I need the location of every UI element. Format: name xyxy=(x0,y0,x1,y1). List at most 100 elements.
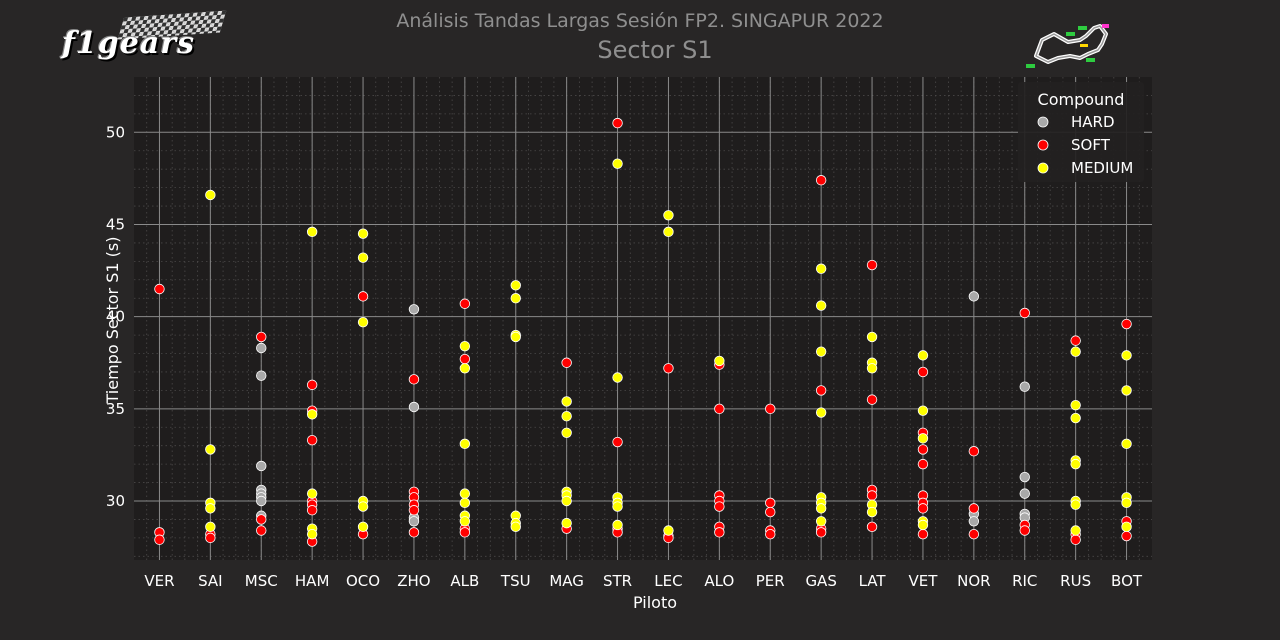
data-point-medium xyxy=(357,316,369,328)
data-point-soft xyxy=(968,528,980,540)
data-point-soft xyxy=(561,357,572,368)
plot-area xyxy=(134,77,1152,560)
y-tick-label: 50 xyxy=(106,123,125,141)
data-point-medium xyxy=(815,346,827,357)
data-point-soft xyxy=(917,503,929,514)
data-point-medium xyxy=(561,396,572,407)
data-point-soft xyxy=(917,444,929,455)
data-point-hard xyxy=(1019,471,1030,483)
data-point-soft xyxy=(765,528,776,540)
data-point-soft xyxy=(765,497,776,509)
y-tick-label: 30 xyxy=(106,492,125,510)
x-tick-label: LEC xyxy=(654,572,682,590)
data-point-soft xyxy=(714,501,725,512)
data-point-soft xyxy=(1019,525,1030,536)
x-tick-label: ALO xyxy=(704,572,734,590)
data-point-soft xyxy=(917,366,929,378)
y-axis-label: Tiempo Sector S1 (s) xyxy=(103,237,122,405)
data-point-hard xyxy=(408,304,420,315)
data-point-medium xyxy=(1121,385,1132,396)
data-point-hard xyxy=(1019,488,1030,499)
data-point-medium xyxy=(1070,412,1081,424)
x-axis-label: Piloto xyxy=(633,593,677,612)
x-tick-label: VET xyxy=(908,572,938,590)
legend-label-hard: HARD xyxy=(1071,113,1115,131)
x-tick-label: GAS xyxy=(805,572,836,590)
legend-marker-hard xyxy=(1037,116,1049,128)
data-point-hard xyxy=(408,401,420,413)
data-point-medium xyxy=(663,210,674,221)
data-point-medium xyxy=(510,280,521,291)
data-point-medium xyxy=(612,158,623,169)
data-point-medium xyxy=(1121,521,1132,533)
data-point-soft xyxy=(765,506,776,518)
data-point-hard xyxy=(408,516,420,527)
data-point-medium xyxy=(459,438,471,450)
data-point-medium xyxy=(663,226,674,238)
data-point-medium xyxy=(306,226,318,238)
data-point-medium xyxy=(459,497,471,509)
data-point-soft xyxy=(256,514,267,525)
data-point-soft xyxy=(815,385,827,396)
data-point-medium xyxy=(714,355,725,367)
legend-label-soft: SOFT xyxy=(1071,136,1111,154)
legend-marker-medium xyxy=(1037,162,1049,174)
data-point-medium xyxy=(1070,399,1081,411)
x-tick-label: ZHO xyxy=(397,572,430,590)
legend-box xyxy=(1018,82,1144,182)
data-point-medium xyxy=(1070,346,1081,357)
legend-marker-soft xyxy=(1037,139,1049,151)
data-point-medium xyxy=(612,519,623,531)
data-point-soft xyxy=(917,458,929,470)
x-tick-label: OCO xyxy=(346,572,380,590)
legend-label-medium: MEDIUM xyxy=(1071,159,1133,177)
data-point-hard xyxy=(256,342,267,354)
x-tick-label: STR xyxy=(603,572,632,590)
data-point-soft xyxy=(205,532,216,544)
x-tick-label: TSU xyxy=(500,572,531,590)
data-point-medium xyxy=(459,488,471,499)
logo-text: f1gears xyxy=(62,26,195,61)
data-point-medium xyxy=(510,331,521,343)
data-point-soft xyxy=(459,353,471,365)
data-point-medium xyxy=(612,372,623,383)
data-point-soft xyxy=(459,527,471,538)
data-point-soft xyxy=(306,434,318,446)
data-point-soft xyxy=(663,363,674,374)
chart-title: Análisis Tandas Largas Sesión FP2. SINGA… xyxy=(396,10,883,32)
data-point-hard xyxy=(968,516,980,527)
data-point-medium xyxy=(205,503,216,514)
data-point-medium xyxy=(663,525,674,536)
data-point-hard xyxy=(968,291,980,302)
data-point-medium xyxy=(357,228,369,239)
data-point-soft xyxy=(866,490,878,501)
data-point-medium xyxy=(866,363,878,374)
data-point-medium xyxy=(1121,438,1132,450)
data-point-medium xyxy=(917,433,929,444)
x-tick-label: MAG xyxy=(549,572,584,590)
data-point-soft xyxy=(1121,318,1132,330)
data-point-medium xyxy=(357,252,369,263)
x-tick-label: LAT xyxy=(859,572,887,590)
data-point-soft xyxy=(866,394,878,405)
data-point-soft xyxy=(1070,335,1081,346)
data-point-medium xyxy=(1070,458,1081,470)
data-point-soft xyxy=(1019,307,1030,319)
data-point-medium xyxy=(205,521,216,533)
data-point-soft xyxy=(256,331,267,343)
data-point-medium xyxy=(1070,525,1081,536)
data-point-soft xyxy=(306,505,318,516)
data-point-medium xyxy=(561,427,572,438)
data-point-soft xyxy=(256,525,267,536)
data-point-medium xyxy=(815,407,827,418)
data-point-soft xyxy=(408,374,420,385)
data-point-medium xyxy=(815,263,827,274)
y-tick-label: 40 xyxy=(106,308,125,326)
data-point-medium xyxy=(1121,350,1132,361)
data-point-medium xyxy=(306,488,318,499)
x-tick-label: HAM xyxy=(295,572,329,590)
data-point-hard xyxy=(256,495,267,507)
data-point-medium xyxy=(357,501,369,512)
x-tick-label: ALB xyxy=(450,572,479,590)
data-point-soft xyxy=(408,505,420,516)
